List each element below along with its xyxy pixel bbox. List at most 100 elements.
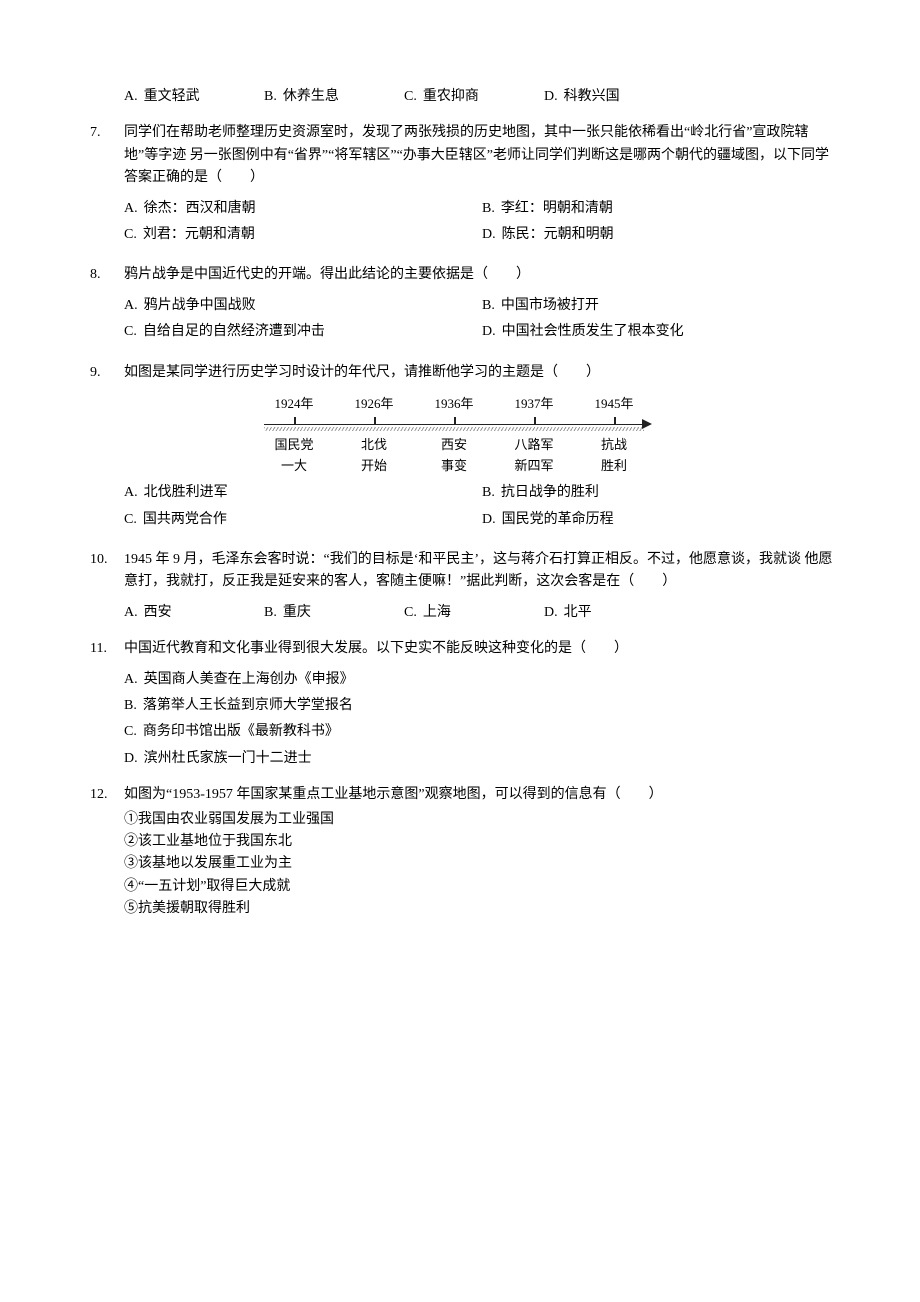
q8-opt-b: B. 中国市场被打开: [482, 295, 840, 317]
q12-line-3: ③该基地以发展重工业为主: [124, 853, 840, 875]
q11-opt-c: C. 商务印书馆出版《最新教科书》: [124, 721, 840, 743]
q7-options: A. 徐杰：西汉和唐朝 B. 李红：明朝和清朝 C. 刘君：元朝和清朝 D. 陈…: [124, 198, 840, 251]
opt-text: 滨州杜氏家族一门十二进士: [144, 748, 312, 770]
q9-opt-b: B. 抗日战争的胜利: [482, 482, 840, 504]
q-number: 7.: [90, 122, 124, 191]
q-number: 11.: [90, 638, 124, 662]
opt-text: 北平: [564, 602, 592, 624]
q12-line-5: ⑤抗美援朝取得胜利: [124, 898, 840, 920]
opt-letter: A.: [124, 602, 138, 624]
q9-options: A. 北伐胜利进军 B. 抗日战争的胜利 C. 国共两党合作 D. 国民党的革命…: [124, 482, 840, 535]
q7-opt-c: C. 刘君：元朝和清朝: [124, 224, 482, 246]
opt-letter: C.: [124, 509, 137, 531]
q6-opt-c: C. 重农抑商: [404, 86, 544, 108]
q-number: 12.: [90, 784, 124, 920]
q10-opt-b: B. 重庆: [264, 602, 404, 624]
opt-letter: D.: [544, 602, 558, 624]
tl-label: 西安: [414, 435, 494, 456]
tl-year: 1937年: [494, 394, 574, 415]
tl-label: 事变: [414, 456, 494, 477]
opt-letter: C.: [404, 86, 417, 108]
opt-letter: C.: [404, 602, 417, 624]
tl-year: 1926年: [334, 394, 414, 415]
opt-text: 重文轻武: [144, 86, 200, 108]
q10-opt-c: C. 上海: [404, 602, 544, 624]
tl-label: 北伐: [334, 435, 414, 456]
question-8: 8. 鸦片战争是中国近代史的开端。得出此结论的主要依据是（ ）: [90, 264, 840, 288]
opt-letter: A.: [124, 198, 138, 220]
arrow-right-icon: [642, 419, 652, 429]
opt-letter: B.: [482, 198, 495, 220]
q12-line-4: ④“一五计划”取得巨大成就: [124, 876, 840, 898]
q-number: 8.: [90, 264, 124, 288]
q6-options: A. 重文轻武 B. 休养生息 C. 重农抑商 D. 科教兴国: [124, 86, 840, 108]
q10-options: A. 西安 B. 重庆 C. 上海 D. 北平: [124, 602, 840, 624]
q9-opt-a: A. 北伐胜利进军: [124, 482, 482, 504]
timeline-figure: 1924年 1926年 1936年 1937年 1945年: [254, 394, 840, 476]
q7-opt-a: A. 徐杰：西汉和唐朝: [124, 198, 482, 220]
q-body: 如图为“1953-1957 年国家某重点工业基地示意图”观察地图，可以得到的信息…: [124, 784, 840, 920]
q11-opt-d: D. 滨州杜氏家族一门十二进士: [124, 748, 840, 770]
opt-text: 重庆: [283, 602, 311, 624]
q-stem: 同学们在帮助老师整理历史资源室时，发现了两张残损的历史地图，其中一张只能依稀看出…: [124, 122, 840, 189]
q12-line-2: ②该工业基地位于我国东北: [124, 831, 840, 853]
q-number: 10.: [90, 549, 124, 596]
question-10: 10. 1945 年 9 月，毛泽东会客时说：“我们的目标是‘和平民主’，这与蒋…: [90, 549, 840, 596]
q-number: 9.: [90, 362, 124, 481]
q8-opt-d: D. 中国社会性质发生了根本变化: [482, 321, 840, 343]
timeline-labels-row2: 一大 开始 事变 新四军 胜利: [254, 456, 674, 477]
opt-letter: D.: [544, 86, 558, 108]
opt-letter: A.: [124, 669, 138, 691]
opt-letter: C.: [124, 321, 137, 343]
opt-text: 自给自足的自然经济遭到冲击: [143, 321, 325, 343]
timeline-years: 1924年 1926年 1936年 1937年 1945年: [254, 394, 674, 415]
q11-opt-a: A. 英国商人美查在上海创办《申报》: [124, 669, 840, 691]
q-body: 中国近代教育和文化事业得到很大发展。以下史实不能反映这种变化的是（ ）: [124, 638, 840, 662]
q-body: 同学们在帮助老师整理历史资源室时，发现了两张残损的历史地图，其中一张只能依稀看出…: [124, 122, 840, 191]
opt-letter: B.: [124, 695, 137, 717]
q10-opt-d: D. 北平: [544, 602, 684, 624]
opt-text: 落第举人王长益到京师大学堂报名: [143, 695, 353, 717]
opt-letter: B.: [264, 602, 277, 624]
tl-label: 抗战: [574, 435, 654, 456]
q9-opt-d: D. 国民党的革命历程: [482, 509, 840, 531]
opt-letter: D.: [482, 509, 496, 531]
timeline: 1924年 1926年 1936年 1937年 1945年: [254, 394, 674, 476]
q12-line-1: ①我国由农业弱国发展为工业强国: [124, 809, 840, 831]
q-body: 如图是某同学进行历史学习时设计的年代尺，请推断他学习的主题是（ ） 1924年 …: [124, 362, 840, 481]
opt-letter: B.: [264, 86, 277, 108]
q6-opt-d: D. 科教兴国: [544, 86, 684, 108]
opt-letter: A.: [124, 295, 138, 317]
tl-label: 一大: [254, 456, 334, 477]
opt-letter: D.: [482, 321, 496, 343]
opt-text: 休养生息: [283, 86, 339, 108]
q8-opt-c: C. 自给自足的自然经济遭到冲击: [124, 321, 482, 343]
q7-opt-b: B. 李红：明朝和清朝: [482, 198, 840, 220]
q-stem: 1945 年 9 月，毛泽东会客时说：“我们的目标是‘和平民主’，这与蒋介石打算…: [124, 549, 840, 594]
opt-text: 刘君：元朝和清朝: [143, 224, 255, 246]
opt-text: 抗日战争的胜利: [501, 482, 599, 504]
tl-label: 八路军: [494, 435, 574, 456]
opt-text: 西安: [144, 602, 172, 624]
opt-text: 国共两党合作: [143, 509, 227, 531]
opt-letter: C.: [124, 224, 137, 246]
opt-letter: A.: [124, 86, 138, 108]
q-body: 鸦片战争是中国近代史的开端。得出此结论的主要依据是（ ）: [124, 264, 840, 288]
opt-text: 北伐胜利进军: [144, 482, 228, 504]
q-stem: 如图为“1953-1957 年国家某重点工业基地示意图”观察地图，可以得到的信息…: [124, 784, 840, 806]
opt-letter: D.: [124, 748, 138, 770]
opt-text: 国民党的革命历程: [502, 509, 614, 531]
q11-opt-b: B. 落第举人王长益到京师大学堂报名: [124, 695, 840, 717]
opt-text: 科教兴国: [564, 86, 620, 108]
q6-opt-a: A. 重文轻武: [124, 86, 264, 108]
q-body: 1945 年 9 月，毛泽东会客时说：“我们的目标是‘和平民主’，这与蒋介石打算…: [124, 549, 840, 596]
q8-options: A. 鸦片战争中国战败 B. 中国市场被打开 C. 自给自足的自然经济遭到冲击 …: [124, 295, 840, 348]
tl-label: 胜利: [574, 456, 654, 477]
question-7: 7. 同学们在帮助老师整理历史资源室时，发现了两张残损的历史地图，其中一张只能依…: [90, 122, 840, 191]
opt-text: 陈民：元朝和明朝: [502, 224, 614, 246]
q10-opt-a: A. 西安: [124, 602, 264, 624]
opt-text: 鸦片战争中国战败: [144, 295, 256, 317]
opt-text: 中国社会性质发生了根本变化: [502, 321, 684, 343]
tl-year: 1924年: [254, 394, 334, 415]
question-9: 9. 如图是某同学进行历史学习时设计的年代尺，请推断他学习的主题是（ ） 192…: [90, 362, 840, 481]
